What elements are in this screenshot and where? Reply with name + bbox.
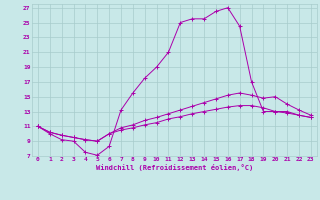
X-axis label: Windchill (Refroidissement éolien,°C): Windchill (Refroidissement éolien,°C) [96, 164, 253, 171]
